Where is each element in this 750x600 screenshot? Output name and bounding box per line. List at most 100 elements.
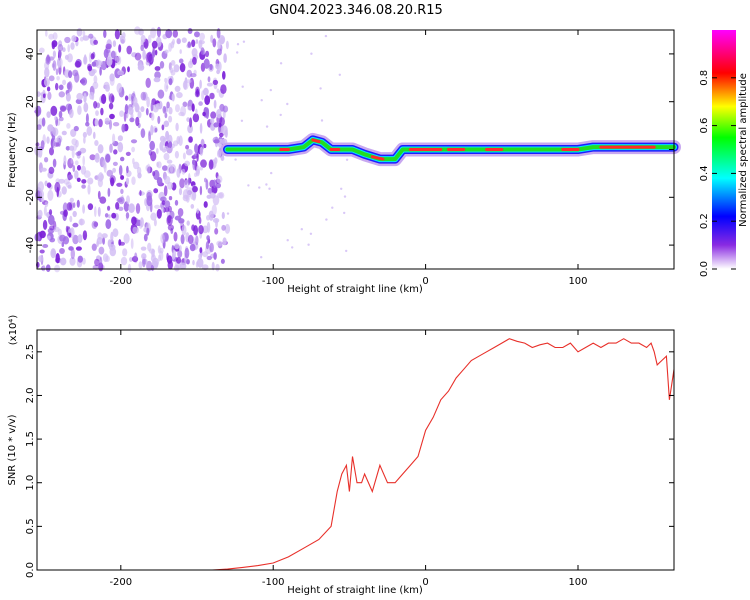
noise-blob: [185, 144, 190, 150]
noise-blob: [112, 167, 116, 173]
noise-blob: [43, 77, 50, 87]
noise-blob: [83, 170, 91, 179]
noise-blob: [161, 200, 166, 206]
noise-blob: [192, 56, 197, 65]
noise-blob: [118, 165, 123, 176]
noise-blob: [65, 181, 72, 188]
noise-blob: [119, 241, 125, 246]
noise-blob: [68, 70, 73, 79]
noise-dot: [324, 34, 328, 38]
noise-blob: [224, 130, 228, 138]
noise-blob: [151, 49, 156, 58]
noise-blob: [98, 118, 103, 128]
noise-blob: [92, 81, 99, 90]
noise-blob: [57, 44, 64, 52]
noise-blob: [150, 124, 154, 136]
noise-blob: [65, 93, 71, 102]
noise-blob: [135, 104, 140, 113]
snr-x-tick-label: 0: [422, 577, 428, 588]
noise-blob: [174, 243, 180, 250]
noise-blob: [72, 210, 77, 218]
noise-blob: [109, 143, 113, 153]
noise-blob: [70, 42, 75, 50]
noise-dot: [340, 187, 343, 190]
noise-blob: [145, 52, 152, 63]
noise-blob: [207, 76, 211, 83]
noise-blob: [109, 175, 116, 184]
noise-blob: [159, 61, 165, 69]
noise-blob: [196, 258, 204, 268]
noise-blob: [153, 77, 161, 83]
noise-blob: [140, 44, 144, 52]
spectrogram-x-label: Height of straight line (km): [287, 284, 423, 295]
noise-blob: [77, 255, 84, 263]
noise-blob: [90, 39, 93, 45]
noise-blob: [147, 34, 152, 44]
noise-blob: [206, 221, 211, 233]
noise-blob: [194, 172, 198, 177]
noise-blob: [76, 27, 83, 37]
noise-blob: [94, 258, 100, 267]
noise-blob: [82, 230, 88, 241]
colorbar-label: Normalized spectral amplitude: [738, 73, 749, 227]
noise-blob: [120, 35, 126, 45]
noise-blob: [222, 70, 226, 80]
noise-blob: [139, 217, 144, 228]
noise-blob: [90, 53, 95, 60]
noise-blob: [142, 256, 146, 268]
noise-blob: [69, 145, 75, 151]
noise-blob: [91, 220, 98, 229]
noise-blob: [105, 219, 112, 230]
noise-blob: [52, 158, 57, 168]
noise-blob: [165, 130, 170, 140]
noise-blob: [209, 242, 214, 253]
noise-blob: [176, 38, 181, 45]
noise-dot: [265, 125, 269, 128]
noise-blob: [163, 146, 169, 151]
noise-blob: [187, 41, 191, 48]
noise-blob: [70, 248, 76, 260]
noise-dot: [343, 195, 347, 198]
noise-blob: [106, 169, 114, 177]
noise-blob: [44, 180, 48, 187]
noise-blob: [156, 148, 159, 155]
noise-blob: [186, 259, 190, 265]
noise-blob: [99, 66, 102, 76]
noise-blob: [47, 189, 54, 201]
noise-blob: [119, 110, 125, 117]
noise-blob: [167, 224, 174, 231]
noise-blob: [137, 172, 142, 179]
noise-blob: [134, 52, 142, 61]
noise-blob: [88, 33, 94, 39]
spectrogram-x-tick-label: -200: [109, 276, 132, 287]
noise-blob: [102, 159, 107, 169]
noise-blob: [180, 234, 185, 245]
noise-blob: [129, 257, 133, 262]
noise-blob: [178, 188, 183, 196]
noise-blob: [48, 75, 55, 82]
noise-blob: [42, 244, 49, 248]
noise-blob: [52, 32, 58, 40]
noise-blob: [192, 259, 195, 266]
noise-blob: [52, 50, 57, 59]
noise-dot: [291, 246, 294, 249]
figure-title: GN04.2023.346.08.20.R15: [269, 3, 443, 18]
noise-blob: [191, 103, 195, 112]
noise-blob: [200, 47, 205, 55]
noise-blob: [115, 202, 120, 210]
noise-blob: [223, 53, 227, 63]
noise-blob: [65, 103, 72, 111]
noise-blob: [195, 235, 199, 246]
noise-blob: [123, 233, 130, 244]
noise-blob: [164, 175, 171, 185]
noise-blob: [135, 203, 141, 214]
noise-blob: [138, 261, 143, 269]
noise-blob: [213, 99, 217, 109]
noise-blob: [186, 220, 190, 226]
noise-blob: [69, 257, 76, 266]
noise-blob: [218, 122, 222, 128]
noise-blob: [82, 257, 86, 265]
noise-blob: [185, 149, 193, 156]
noise-blob: [47, 91, 52, 100]
